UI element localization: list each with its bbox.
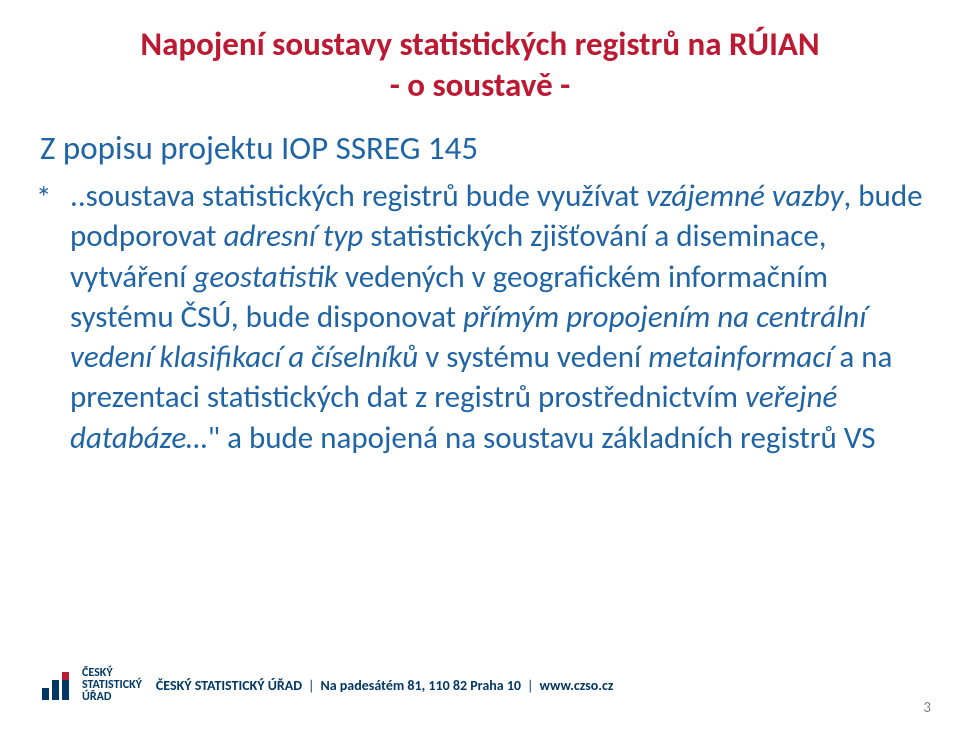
footer-sep2: | bbox=[527, 677, 533, 694]
page-number: 3 bbox=[923, 699, 931, 717]
bullet-row: * ..soustava statistických registrů bude… bbox=[36, 176, 926, 458]
slide: Napojení soustavy statistických registrů… bbox=[0, 0, 959, 739]
logo: ČESKÝ STATISTICKÝ ÚŘAD bbox=[40, 667, 142, 703]
logo-text-line3: ÚŘAD bbox=[82, 691, 142, 703]
subtitle: Z popisu projektu IOP SSREG 145 bbox=[40, 128, 920, 169]
title-line-2: - o soustavě - bbox=[80, 65, 880, 106]
logo-text: ČESKÝ STATISTICKÝ ÚŘAD bbox=[82, 667, 142, 703]
footer: ČESKÝ STATISTICKÝ ÚŘAD ČESKÝ STATISTICKÝ… bbox=[40, 667, 613, 703]
footer-line: ČESKÝ STATISTICKÝ ÚŘAD | Na padesátém 81… bbox=[156, 677, 614, 694]
footer-addr: Na padesátém 81, 110 82 Praha 10 bbox=[321, 677, 522, 694]
body-run: ..soustava statistických registrů bude v… bbox=[70, 177, 646, 215]
footer-url: www.czso.cz bbox=[539, 677, 613, 694]
body-run-italic: vzájemné vazby bbox=[646, 177, 843, 215]
body-run: " a bude napojená na soustavu základních… bbox=[208, 419, 876, 457]
footer-org: ČESKÝ STATISTICKÝ ÚŘAD bbox=[156, 677, 302, 694]
body-text: ..soustava statistických registrů bude v… bbox=[70, 176, 926, 458]
body-run-italic: geostatistik bbox=[193, 258, 338, 296]
body-run-italic: adresní typ bbox=[224, 217, 364, 255]
body-run: v systému vedení bbox=[418, 338, 648, 376]
logo-mark-icon bbox=[40, 668, 74, 702]
bullet-char: * bbox=[36, 176, 70, 218]
title-block: Napojení soustavy statistických registrů… bbox=[80, 24, 880, 107]
footer-sep1: | bbox=[308, 677, 314, 694]
title-line-1: Napojení soustavy statistických registrů… bbox=[80, 24, 880, 65]
body-run-italic: metainformací bbox=[648, 338, 832, 376]
body: * ..soustava statistických registrů bude… bbox=[36, 176, 926, 458]
